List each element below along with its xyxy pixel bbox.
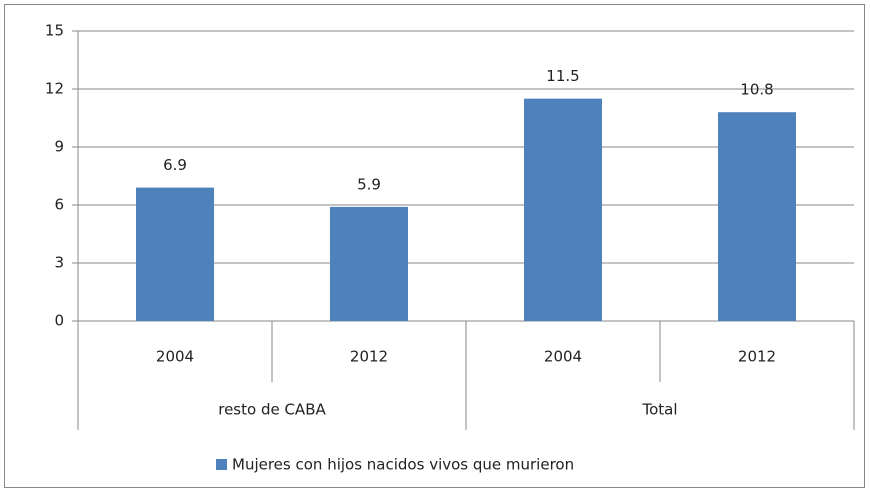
y-tick-label: 0 — [54, 312, 64, 330]
x-tick-label: 2004 — [156, 348, 194, 366]
legend-swatch — [216, 459, 227, 470]
x-tick-label: 2004 — [544, 348, 582, 366]
group-label: Total — [641, 401, 677, 419]
y-tick-label: 15 — [45, 22, 64, 40]
data-label: 6.9 — [163, 156, 187, 174]
group-label: resto de CABA — [218, 401, 326, 419]
y-tick-label: 3 — [54, 254, 64, 272]
data-label: 11.5 — [546, 67, 579, 85]
bar — [524, 98, 602, 322]
y-tick-label: 12 — [45, 80, 64, 98]
bar — [136, 187, 214, 321]
legend-label: Mujeres con hijos nacidos vivos que muri… — [232, 456, 574, 474]
data-label: 5.9 — [357, 175, 381, 193]
data-label: 10.8 — [740, 81, 773, 99]
y-tick-label: 9 — [54, 138, 64, 156]
bar — [718, 112, 796, 321]
y-tick-label: 6 — [54, 196, 64, 214]
bar — [330, 206, 408, 321]
x-tick-label: 2012 — [350, 348, 388, 366]
x-tick-label: 2012 — [738, 348, 776, 366]
